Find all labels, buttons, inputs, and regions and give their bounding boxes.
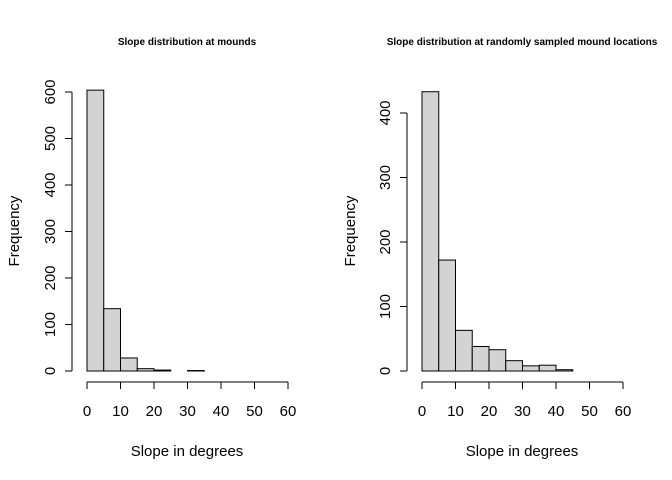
histogram-bar [555, 369, 574, 372]
y-tick-label: 200 [42, 265, 59, 290]
y-tick-label: 300 [377, 165, 394, 190]
y-axis-label: Frequency [342, 195, 359, 266]
histogram-panel-mounds: Slope distribution at mounds Slope in de… [6, 37, 296, 460]
x-tick-label: 0 [418, 403, 426, 420]
y-tick-label: 100 [42, 312, 59, 337]
histogram-bar [86, 89, 105, 372]
x-tick-label: 50 [246, 403, 263, 420]
x-tick-label: 50 [581, 403, 598, 420]
y-tick-label: 600 [42, 79, 59, 104]
histogram-bar [153, 369, 172, 372]
y-axis-label: Frequency [6, 195, 23, 266]
y-tick-label: 0 [42, 367, 59, 375]
y-tick-label: 400 [42, 172, 59, 197]
histogram-bar [538, 364, 557, 372]
x-axis-label: Slope in degrees [466, 443, 579, 460]
x-tick-label: 60 [280, 403, 297, 420]
x-axis-label: Slope in degrees [131, 443, 244, 460]
y-tick-label: 200 [377, 229, 394, 254]
x-tick-label: 40 [213, 403, 230, 420]
histogram-bar [471, 345, 490, 372]
histogram-panel-random: Slope distribution at randomly sampled m… [342, 37, 658, 460]
chart-title: Slope distribution at mounds [118, 37, 257, 48]
x-tick-label: 20 [146, 403, 163, 420]
histogram-bar [505, 360, 523, 372]
histogram-bar [421, 91, 440, 372]
histogram-bar [522, 365, 540, 372]
y-tick-label: 400 [377, 100, 394, 125]
histogram-bar [120, 357, 138, 372]
y-tick-label: 100 [377, 294, 394, 319]
x-tick-label: 30 [179, 403, 196, 420]
y-tick-label: 0 [377, 367, 394, 375]
x-tick-label: 0 [83, 403, 91, 420]
histogram-bar [438, 259, 456, 372]
x-tick-label: 20 [481, 403, 498, 420]
x-tick-label: 60 [615, 403, 632, 420]
y-tick-label: 300 [42, 219, 59, 244]
x-tick-label: 40 [548, 403, 565, 420]
x-tick-label: 10 [447, 403, 464, 420]
x-tick-label: 10 [112, 403, 129, 420]
histogram-bar [136, 368, 155, 372]
histogram-bar [455, 329, 473, 372]
histogram-bar [103, 308, 121, 372]
histogram-bar [488, 349, 507, 372]
y-tick-label: 500 [42, 126, 59, 151]
x-tick-label: 30 [514, 403, 531, 420]
chart-title: Slope distribution at randomly sampled m… [387, 37, 658, 48]
